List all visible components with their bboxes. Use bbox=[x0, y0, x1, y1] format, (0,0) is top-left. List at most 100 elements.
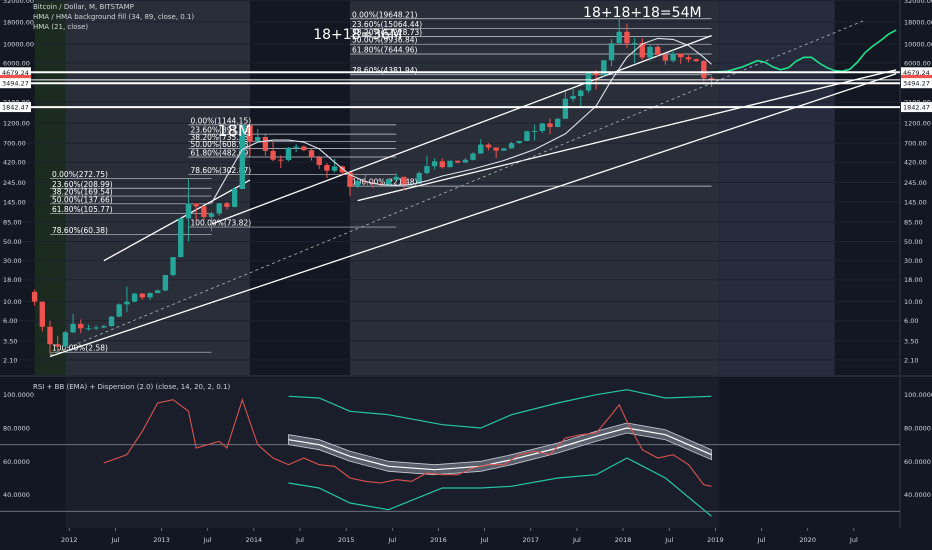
candle-body bbox=[593, 71, 599, 76]
rsi-tick-label-left: 40.0000 bbox=[3, 491, 30, 499]
projection-zone bbox=[719, 0, 835, 375]
candle-body bbox=[601, 60, 607, 76]
candle-body bbox=[262, 137, 269, 151]
main-legend: Bitcoin / Dollar, M, BITSTAMP HMA / HMA … bbox=[33, 2, 194, 32]
candle bbox=[431, 158, 438, 170]
rsi-tick-label: 60.0000 bbox=[904, 458, 931, 466]
price-badge-left bbox=[0, 78, 31, 89]
fib-label: 23.60%(891.55) bbox=[190, 126, 251, 135]
fib-label: 38.20%(169.54) bbox=[52, 188, 113, 197]
candle bbox=[393, 172, 399, 182]
candle-body bbox=[131, 293, 138, 302]
rsi-background bbox=[65, 378, 720, 528]
indicator-hma-bg[interactable]: HMA / HMA background fill (34, 89, close… bbox=[33, 13, 195, 21]
rsi-tick-label-left: 80.0000 bbox=[3, 425, 30, 433]
price-tick-label: 6000.00 bbox=[904, 60, 931, 68]
hma-21-line bbox=[211, 37, 712, 204]
candle-body bbox=[455, 160, 461, 163]
candle bbox=[247, 124, 253, 156]
candle-body bbox=[578, 90, 584, 96]
time-tick-label: Jul bbox=[295, 536, 304, 544]
candle-body bbox=[670, 53, 676, 61]
candle bbox=[316, 155, 322, 170]
price-axis[interactable]: 32000.00 32000.00 18000.00 18000.00 10000.00… bbox=[3, 0, 932, 364]
candle-body bbox=[701, 61, 707, 79]
candle bbox=[331, 158, 338, 173]
candle bbox=[685, 55, 692, 63]
price-tick-label-left: 700.00 bbox=[3, 140, 26, 148]
candle bbox=[555, 118, 561, 128]
rsi-indicator-title[interactable]: RSI + BB (EMA) + Dispersion (2.0) (close… bbox=[33, 383, 231, 391]
candle bbox=[355, 178, 361, 189]
fib-label: 61.80%(105.77) bbox=[52, 205, 113, 214]
candle-body bbox=[116, 304, 122, 317]
candle-body bbox=[470, 153, 476, 160]
candle bbox=[131, 292, 138, 303]
candle bbox=[285, 147, 292, 162]
candle bbox=[401, 176, 407, 191]
bb-lower bbox=[288, 457, 712, 517]
price-tick-label: 2100.00 bbox=[904, 99, 931, 107]
candle bbox=[639, 38, 645, 61]
candle bbox=[170, 257, 176, 277]
fib-label: 78.60%(60.38) bbox=[52, 226, 108, 235]
candle bbox=[547, 118, 553, 135]
rsi-tick-label-left: 100.0000 bbox=[3, 391, 34, 399]
candle bbox=[278, 155, 284, 168]
price-tick-label-left: 30.00 bbox=[3, 257, 22, 265]
candle bbox=[116, 303, 122, 318]
cycle-annotation: 18M bbox=[218, 121, 252, 140]
candle-body bbox=[708, 78, 715, 80]
price-badge-right bbox=[901, 67, 932, 78]
time-axis[interactable]: 2012 Jul 2013 Jul 2014 Jul 2015 Jul 2016 Jul 2017 J… bbox=[61, 528, 858, 544]
price-badge-right-label: 4679.24 bbox=[903, 69, 930, 77]
axis-background bbox=[900, 0, 932, 550]
trendline bbox=[357, 69, 897, 202]
candle bbox=[624, 23, 630, 48]
candle bbox=[662, 53, 669, 65]
indicator-hma[interactable]: HMA (21, close) bbox=[33, 23, 89, 31]
price-tick-label: 420.00 bbox=[904, 159, 927, 167]
candle bbox=[108, 316, 115, 327]
candle-body bbox=[655, 46, 661, 55]
price-tick-label: 50.00 bbox=[904, 238, 923, 246]
price-tick-label: 145.00 bbox=[904, 198, 927, 206]
candle-body bbox=[485, 144, 492, 148]
candle-body bbox=[424, 166, 430, 174]
fib-label: 0.00%(19648.21) bbox=[352, 10, 418, 19]
price-tick-label-left: 6.00 bbox=[3, 317, 17, 325]
candle bbox=[216, 203, 222, 216]
price-tick-label: 3.50 bbox=[904, 337, 918, 345]
candle bbox=[339, 165, 345, 175]
time-tick-label: 2018 bbox=[615, 536, 632, 544]
fib-label: 61.80%(482.69) bbox=[190, 149, 251, 158]
candle-body bbox=[224, 203, 230, 207]
candle bbox=[693, 58, 699, 62]
candle-body bbox=[247, 125, 253, 142]
price-tick-label-left: 145.00 bbox=[3, 198, 26, 206]
candle-body bbox=[185, 203, 192, 219]
candle-body bbox=[401, 176, 407, 185]
price-tick-label: 700.00 bbox=[904, 140, 927, 148]
fib-label: 38.20%(735.28) bbox=[190, 133, 251, 142]
candle bbox=[231, 187, 238, 208]
candle-body bbox=[270, 150, 276, 160]
candle-body bbox=[355, 180, 361, 187]
candle bbox=[101, 324, 107, 329]
trendline bbox=[211, 35, 712, 225]
rsi-tick-label: 40.0000 bbox=[904, 491, 931, 499]
candle-body bbox=[501, 148, 507, 151]
rsi-legend: RSI + BB (EMA) + Dispersion (2.0) (close… bbox=[33, 382, 230, 392]
candle bbox=[470, 152, 476, 161]
candle bbox=[608, 39, 615, 67]
price-tick-label-left: 6000.00 bbox=[3, 60, 30, 68]
candle bbox=[224, 201, 230, 210]
fib-label: 38.20%(12228.73) bbox=[352, 28, 422, 37]
candle-body bbox=[101, 326, 107, 328]
symbol-title[interactable]: Bitcoin / Dollar, M, BITSTAMP bbox=[33, 3, 134, 11]
time-tick-label: 2014 bbox=[246, 536, 263, 544]
candle-body bbox=[608, 43, 615, 61]
candle bbox=[524, 130, 530, 142]
candle-body bbox=[585, 71, 592, 91]
